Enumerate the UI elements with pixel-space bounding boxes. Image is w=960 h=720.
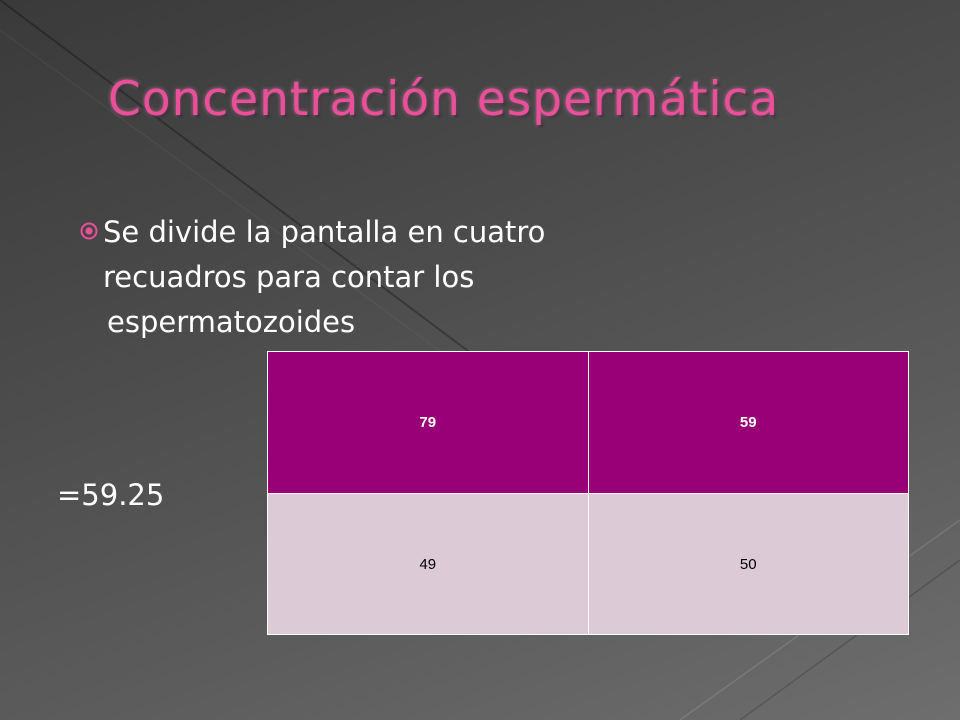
table-cell: 59 — [587, 351, 909, 494]
table-cell: 50 — [587, 493, 909, 635]
table-cell: 49 — [267, 493, 589, 635]
table-row: 79 59 — [267, 351, 909, 494]
count-table: 79 59 49 50 — [267, 351, 909, 635]
table-cell: 79 — [267, 351, 589, 494]
bullet-line: espermatozoides — [107, 305, 356, 339]
bullet-text: Se divide la pantalla en cuatro recuadro… — [103, 210, 780, 345]
bullet-line: recuadros para contar los — [103, 260, 475, 294]
table-row: 49 50 — [267, 493, 909, 635]
circle-dot-bullet-icon — [80, 222, 98, 240]
average-result: =59.25 — [57, 478, 165, 512]
bullet-item: Se divide la pantalla en cuatro recuadro… — [80, 210, 780, 345]
bullet-line: Se divide la pantalla en cuatro — [103, 215, 546, 249]
slide-title: Concentración espermática — [108, 72, 780, 127]
